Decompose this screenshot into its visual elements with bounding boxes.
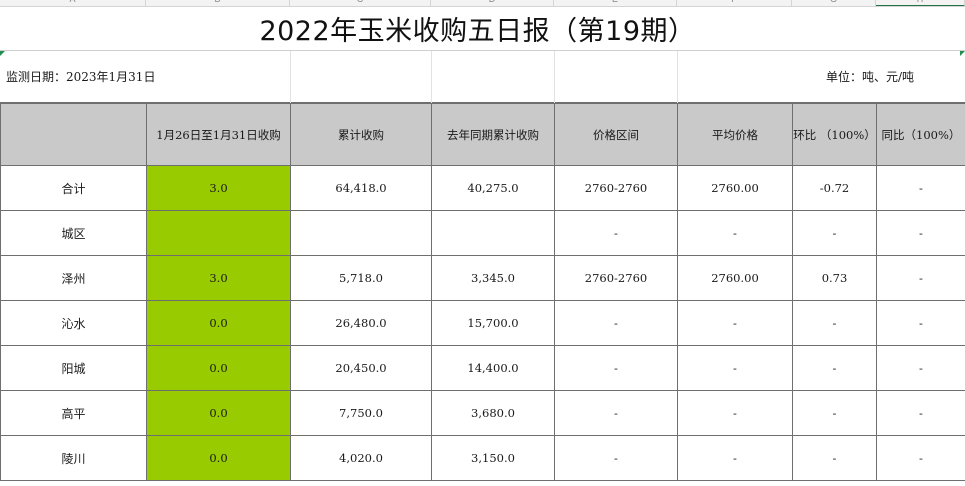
price-range-cell[interactable]: 2760-2760 <box>554 255 678 301</box>
header-cumulative[interactable]: 累计收购 <box>290 103 432 166</box>
mom-cell[interactable]: - <box>792 390 877 436</box>
period-cell[interactable]: 0.0 <box>146 435 291 481</box>
last-year-cell[interactable]: 15,700.0 <box>431 300 555 346</box>
column-header-d[interactable]: D <box>431 0 554 6</box>
spreadsheet-grid: 2022年玉米收购五日报（第19期） 监测日期：2023年1月31日 单位：吨、… <box>0 7 965 486</box>
avg-price-cell[interactable]: - <box>677 435 793 481</box>
avg-price-cell[interactable]: - <box>677 300 793 346</box>
purchase-table: 1月26日至1月31日收购 累计收购 去年同期累计收购 价格区间 平均价格 环比… <box>0 103 965 481</box>
column-header-h[interactable]: H <box>876 0 965 6</box>
cell-comment-marker <box>960 51 965 56</box>
column-header-g[interactable]: G <box>792 0 876 6</box>
region-cell[interactable]: 合计 <box>0 165 147 211</box>
grid-line <box>677 51 678 103</box>
grid-line <box>290 51 291 103</box>
price-range-cell[interactable]: - <box>554 390 678 436</box>
last-year-cell[interactable]: 3,345.0 <box>431 255 555 301</box>
region-cell[interactable]: 泽州 <box>0 255 147 301</box>
yoy-cell[interactable]: - <box>876 255 965 301</box>
header-last-year[interactable]: 去年同期累计收购 <box>431 103 555 166</box>
title-cell[interactable]: 2022年玉米收购五日报（第19期） <box>0 7 965 51</box>
mom-cell[interactable]: 0.73 <box>792 255 877 301</box>
price-range-cell[interactable]: - <box>554 210 678 256</box>
unit-cell[interactable]: 单位：吨、元/吨 <box>826 70 915 84</box>
mom-cell[interactable]: - <box>792 345 877 391</box>
table-row: 合计 3.0 64,418.0 40,275.0 2760-2760 2760.… <box>0 165 965 211</box>
column-header-a[interactable]: A <box>0 0 146 6</box>
column-header-c[interactable]: C <box>290 0 431 6</box>
price-range-cell[interactable]: 2760-2760 <box>554 165 678 211</box>
region-cell[interactable]: 城区 <box>0 210 147 256</box>
price-range-cell[interactable]: - <box>554 345 678 391</box>
header-yoy[interactable]: 同比（100%） <box>876 103 965 166</box>
cell-comment-marker <box>0 51 5 56</box>
last-year-cell[interactable]: 3,680.0 <box>431 390 555 436</box>
mom-cell[interactable]: - <box>792 300 877 346</box>
period-cell[interactable]: 0.0 <box>146 300 291 346</box>
table-row: 沁水 0.0 26,480.0 15,700.0 - - - - <box>0 300 965 346</box>
cumulative-cell[interactable]: 20,450.0 <box>290 345 432 391</box>
cumulative-cell[interactable]: 7,750.0 <box>290 390 432 436</box>
grid-line <box>554 51 555 103</box>
table-row: 阳城 0.0 20,450.0 14,400.0 - - - - <box>0 345 965 391</box>
table-row: 泽州 3.0 5,718.0 3,345.0 2760-2760 2760.00… <box>0 255 965 301</box>
yoy-cell[interactable]: - <box>876 300 965 346</box>
meta-row: 监测日期：2023年1月31日 单位：吨、元/吨 <box>0 51 965 103</box>
table-row: 陵川 0.0 4,020.0 3,150.0 - - - - <box>0 435 965 481</box>
header-mom[interactable]: 环比 （100%） <box>792 103 877 166</box>
avg-price-cell[interactable]: 2760.00 <box>677 255 793 301</box>
mom-cell[interactable]: - <box>792 210 877 256</box>
last-year-cell[interactable]: 14,400.0 <box>431 345 555 391</box>
region-cell[interactable]: 高平 <box>0 390 147 436</box>
region-cell[interactable]: 陵川 <box>0 435 147 481</box>
cumulative-cell[interactable]: 64,418.0 <box>290 165 432 211</box>
period-cell[interactable]: 0.0 <box>146 345 291 391</box>
table-header-row: 1月26日至1月31日收购 累计收购 去年同期累计收购 价格区间 平均价格 环比… <box>0 103 965 166</box>
avg-price-cell[interactable]: 2760.00 <box>677 165 793 211</box>
cumulative-cell[interactable]: 26,480.0 <box>290 300 432 346</box>
yoy-cell[interactable]: - <box>876 345 965 391</box>
table-row: 高平 0.0 7,750.0 3,680.0 - - - - <box>0 390 965 436</box>
yoy-cell[interactable]: - <box>876 390 965 436</box>
last-year-cell[interactable]: 3,150.0 <box>431 435 555 481</box>
cumulative-cell[interactable] <box>290 210 432 256</box>
yoy-cell[interactable]: - <box>876 210 965 256</box>
avg-price-cell[interactable]: - <box>677 210 793 256</box>
monitor-date-cell[interactable]: 监测日期：2023年1月31日 <box>6 70 156 84</box>
column-header-f[interactable]: F <box>677 0 792 6</box>
last-year-cell[interactable]: 40,275.0 <box>431 165 555 211</box>
column-header-e[interactable]: E <box>554 0 677 6</box>
report-title: 2022年玉米收购五日报（第19期） <box>259 16 696 47</box>
header-period-purchase[interactable]: 1月26日至1月31日收购 <box>146 103 291 166</box>
header-region[interactable] <box>0 103 147 166</box>
avg-price-cell[interactable]: - <box>677 390 793 436</box>
yoy-cell[interactable]: - <box>876 165 965 211</box>
period-cell[interactable]: 0.0 <box>146 390 291 436</box>
avg-price-cell[interactable]: - <box>677 345 793 391</box>
grid-line <box>431 51 432 103</box>
column-header-b[interactable]: B <box>146 0 290 6</box>
header-avg-price[interactable]: 平均价格 <box>677 103 793 166</box>
region-cell[interactable]: 沁水 <box>0 300 147 346</box>
cumulative-cell[interactable]: 4,020.0 <box>290 435 432 481</box>
price-range-cell[interactable]: - <box>554 300 678 346</box>
mom-cell[interactable]: -0.72 <box>792 165 877 211</box>
mom-cell[interactable]: - <box>792 435 877 481</box>
price-range-cell[interactable]: - <box>554 435 678 481</box>
period-cell[interactable]: 3.0 <box>146 255 291 301</box>
header-price-range[interactable]: 价格区间 <box>554 103 678 166</box>
table-row: 城区 - - - - <box>0 210 965 256</box>
yoy-cell[interactable]: - <box>876 435 965 481</box>
period-cell[interactable]: 3.0 <box>146 165 291 211</box>
cumulative-cell[interactable]: 5,718.0 <box>290 255 432 301</box>
last-year-cell[interactable] <box>431 210 555 256</box>
region-cell[interactable]: 阳城 <box>0 345 147 391</box>
period-cell[interactable] <box>146 210 291 256</box>
column-header-bar: A B C D E F G H <box>0 0 965 7</box>
